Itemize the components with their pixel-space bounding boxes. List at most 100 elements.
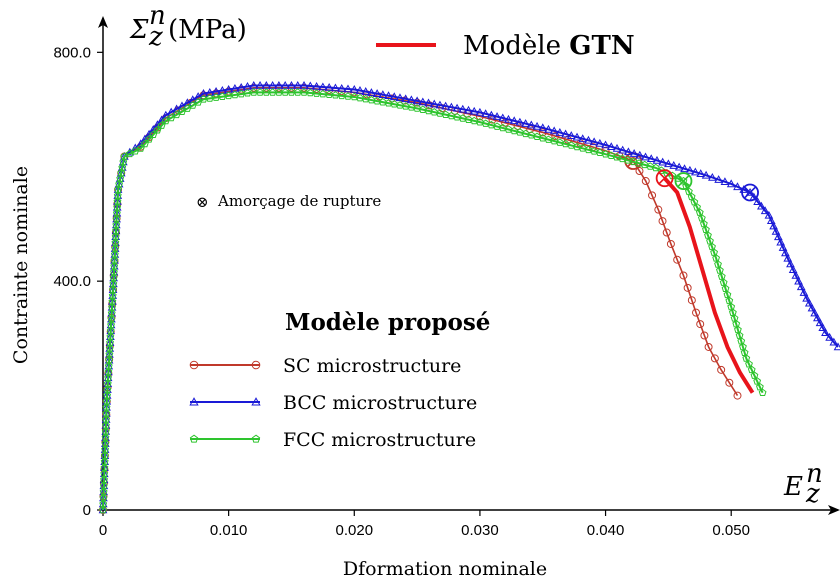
data-point xyxy=(699,219,708,228)
data-point xyxy=(349,84,359,93)
data-point xyxy=(384,91,393,100)
data-point xyxy=(794,276,803,285)
data-point xyxy=(755,382,764,391)
data-point xyxy=(788,265,798,274)
y-symbol-sub: z xyxy=(148,22,163,52)
data-point xyxy=(695,208,704,216)
axes: 0 0.010 0.020 0.030 0.040 0.050 0 400.0 800.0 xyxy=(53,16,840,539)
data-point xyxy=(573,142,581,151)
data-point xyxy=(635,150,645,159)
data-point xyxy=(783,253,793,262)
data-point xyxy=(498,113,508,122)
data-point xyxy=(821,328,830,336)
data-point xyxy=(361,87,371,95)
data-point xyxy=(813,313,822,322)
data-point xyxy=(487,120,496,129)
data-point xyxy=(140,134,150,143)
x-tick-label: 0.010 xyxy=(210,522,248,539)
data-point xyxy=(654,205,663,214)
data-point xyxy=(601,150,610,158)
data-point xyxy=(99,499,108,508)
data-point xyxy=(578,134,588,143)
data-point xyxy=(470,116,479,125)
legend-item: FCC microstructure xyxy=(189,429,476,451)
data-point xyxy=(717,272,726,280)
data-point xyxy=(101,439,110,447)
data-point xyxy=(475,107,485,116)
data-point xyxy=(464,105,473,114)
gtn-legend-label: Modèle GTN xyxy=(463,31,635,61)
data-point xyxy=(103,385,112,393)
data-point xyxy=(114,185,122,193)
data-point xyxy=(110,267,118,276)
data-point xyxy=(112,220,121,229)
data-point xyxy=(189,434,199,443)
data-point xyxy=(646,154,656,163)
data-point xyxy=(407,103,416,111)
data-point xyxy=(723,290,732,299)
data-point xyxy=(111,238,120,246)
data-point xyxy=(447,102,456,111)
data-point xyxy=(418,105,427,113)
data-point xyxy=(107,314,116,323)
data-point xyxy=(378,90,388,99)
data-point xyxy=(589,137,599,146)
legend-items: SC microstructure BCC microstructure FCC m… xyxy=(189,355,477,451)
data-point xyxy=(119,157,128,166)
data-point xyxy=(118,163,127,171)
data-point xyxy=(714,175,723,183)
data-point xyxy=(107,320,115,329)
data-point xyxy=(612,153,621,161)
legend-label: FCC microstructure xyxy=(283,429,476,451)
data-point xyxy=(113,191,122,199)
data-point xyxy=(401,94,411,103)
data-point xyxy=(110,250,119,258)
data-point xyxy=(103,379,112,388)
x-ticks: 0 0.010 0.020 0.030 0.040 0.050 xyxy=(99,510,750,539)
data-point xyxy=(106,332,115,341)
data-point xyxy=(504,114,513,123)
data-point xyxy=(532,121,542,130)
data-point xyxy=(666,239,675,248)
data-point xyxy=(693,203,701,211)
data-point xyxy=(384,99,393,107)
data-point xyxy=(719,278,728,286)
data-point xyxy=(658,157,668,166)
data-point xyxy=(318,82,328,91)
y-symbol-unit: (MPa) xyxy=(168,15,247,45)
data-point xyxy=(424,98,433,107)
data-point xyxy=(674,174,682,182)
data-point xyxy=(550,136,559,145)
data-point xyxy=(745,187,755,196)
data-point xyxy=(372,89,382,97)
data-point xyxy=(112,214,121,223)
data-point xyxy=(802,293,811,302)
data-point xyxy=(750,371,759,379)
data-point xyxy=(796,282,806,291)
data-point xyxy=(102,421,110,429)
rupture-marker xyxy=(655,169,674,188)
data-point xyxy=(690,167,700,176)
data-point xyxy=(697,214,706,222)
data-point xyxy=(112,209,121,217)
data-point xyxy=(429,99,439,108)
data-point xyxy=(717,365,726,374)
data-point xyxy=(109,285,117,294)
data-point xyxy=(538,134,547,142)
data-point xyxy=(683,283,692,292)
data-point xyxy=(829,337,839,346)
data-point xyxy=(781,248,790,257)
data-point xyxy=(595,148,604,157)
data-point xyxy=(549,126,559,135)
data-point xyxy=(424,106,433,115)
data-point xyxy=(712,254,721,262)
data-point xyxy=(481,119,490,127)
data-point xyxy=(544,135,553,143)
x-tick-label: 0.040 xyxy=(587,522,625,539)
data-point xyxy=(104,373,113,382)
data-point xyxy=(679,271,688,280)
data-point xyxy=(769,221,778,230)
data-point xyxy=(100,475,108,484)
data-point xyxy=(778,243,788,251)
legend-item: BCC microstructure xyxy=(189,392,477,414)
